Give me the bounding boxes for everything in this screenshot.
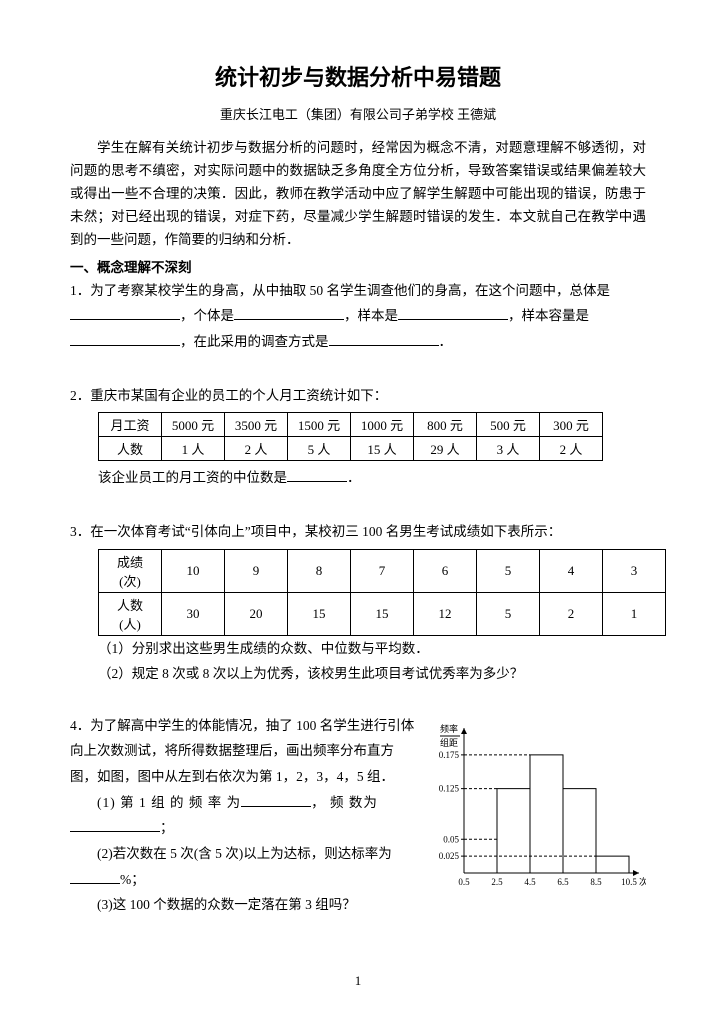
- q4-text: 4．为了解高中学生的体能情况，抽了 100 名学生进行引体向上次数测试，将所得数…: [70, 713, 416, 918]
- cell: 人数: [99, 437, 162, 461]
- cell: 2 人: [540, 437, 603, 461]
- svg-text:0.05: 0.05: [443, 834, 459, 844]
- cell: 2 人: [225, 437, 288, 461]
- svg-text:0.025: 0.025: [439, 851, 460, 861]
- cell: 12: [414, 592, 477, 635]
- page-number: 1: [0, 973, 716, 989]
- cell: 1000 元: [351, 413, 414, 437]
- svg-text:次数: 次数: [639, 876, 646, 887]
- blank: [70, 818, 160, 833]
- q2-table: 月工资 5000 元 3500 元 1500 元 1000 元 800 元 50…: [98, 412, 603, 461]
- blank: [234, 306, 344, 321]
- page-title: 统计初步与数据分析中易错题: [70, 60, 646, 92]
- page: 统计初步与数据分析中易错题 重庆长江电工（集团）有限公司子弟学校 王德斌 学生在…: [0, 0, 716, 1011]
- blank: [329, 331, 439, 346]
- blank: [70, 331, 180, 346]
- q1-text-e: ，在此采用的调查方式是: [180, 334, 329, 349]
- q3-sub1: （1）分别求出这些男生成绩的众数、中位数与平均数．: [98, 636, 646, 662]
- cell: 4: [540, 549, 603, 592]
- cell: 5: [477, 592, 540, 635]
- cell: 1500 元: [288, 413, 351, 437]
- table-row: 人数 1 人 2 人 5 人 15 人 29 人 3 人 2 人: [99, 437, 603, 461]
- q3-table: 成绩(次) 10 9 8 7 6 5 4 3 人数(人) 30 20 15 15…: [98, 549, 666, 636]
- q4-3: (3)这 100 个数据的众数一定落在第 3 组吗？: [70, 892, 416, 918]
- q1-text-b: ，个体是: [180, 308, 234, 323]
- q1-text-f: ．: [439, 334, 453, 349]
- cell: 人数(人): [99, 592, 162, 635]
- svg-text:2.5: 2.5: [491, 877, 503, 887]
- q4-intro: 4．为了解高中学生的体能情况，抽了 100 名学生进行引体向上次数测试，将所得数…: [70, 713, 416, 790]
- svg-text:0.5: 0.5: [458, 877, 470, 887]
- q2-after-b: ．: [347, 470, 361, 485]
- cell: 500 元: [477, 413, 540, 437]
- cell: 成绩(次): [99, 549, 162, 592]
- table-row: 成绩(次) 10 9 8 7 6 5 4 3: [99, 549, 666, 592]
- q4-2b: %；: [120, 872, 145, 887]
- page-subtitle: 重庆长江电工（集团）有限公司子弟学校 王德斌: [70, 104, 646, 123]
- cell: 3: [603, 549, 666, 592]
- cell: 30: [162, 592, 225, 635]
- svg-text:4.5: 4.5: [524, 877, 536, 887]
- cell: 300 元: [540, 413, 603, 437]
- cell: 5000 元: [162, 413, 225, 437]
- cell: 1: [603, 592, 666, 635]
- cell: 20: [225, 592, 288, 635]
- cell: 15: [351, 592, 414, 635]
- q1-text-a: 1．为了考察某校学生的身高，从中抽取 50 名学生调查他们的身高，在这个问题中，…: [70, 283, 610, 298]
- cell: 5 人: [288, 437, 351, 461]
- q4-1a: (1) 第 1 组 的 频 率 为: [97, 795, 241, 810]
- section-1-heading: 一、概念理解不深刻: [70, 256, 646, 276]
- blank: [287, 468, 347, 483]
- cell: 月工资: [99, 413, 162, 437]
- q3-sub2: （2）规定 8 次或 8 次以上为优秀，该校男生此项目考试优秀率为多少？: [98, 661, 646, 687]
- q2-after: 该企业员工的月工资的中位数是 ．: [98, 465, 646, 491]
- blank: [70, 306, 180, 321]
- svg-text:6.5: 6.5: [557, 877, 569, 887]
- cell: 3500 元: [225, 413, 288, 437]
- cell: 2: [540, 592, 603, 635]
- cell: 10: [162, 549, 225, 592]
- svg-text:频率: 频率: [440, 723, 458, 734]
- cell: 29 人: [414, 437, 477, 461]
- blank: [70, 869, 120, 884]
- cell: 800 元: [414, 413, 477, 437]
- question-4: 4．为了解高中学生的体能情况，抽了 100 名学生进行引体向上次数测试，将所得数…: [70, 713, 646, 918]
- question-3-head: 3．在一次体育考试“引体向上”项目中，某校初三 100 名男生考试成绩如下表所示…: [70, 519, 646, 545]
- q1-text-c: ，样本是: [344, 308, 398, 323]
- table-row: 人数(人) 30 20 15 15 12 5 2 1: [99, 592, 666, 635]
- cell: 15 人: [351, 437, 414, 461]
- svg-text:10.5: 10.5: [621, 877, 637, 887]
- table-row: 月工资 5000 元 3500 元 1500 元 1000 元 800 元 50…: [99, 413, 603, 437]
- svg-text:0.175: 0.175: [439, 750, 460, 760]
- q4-2a: (2)若次数在 5 次(含 5 次)以上为达标，则达标率为: [97, 846, 392, 861]
- question-2-head: 2．重庆市某国有企业的员工的个人月工资统计如下：: [70, 383, 646, 409]
- cell: 3 人: [477, 437, 540, 461]
- svg-text:0.125: 0.125: [439, 783, 460, 793]
- cell: 8: [288, 549, 351, 592]
- cell: 1 人: [162, 437, 225, 461]
- q1-text-d: ，样本容量是: [508, 308, 589, 323]
- cell: 5: [477, 549, 540, 592]
- cell: 15: [288, 592, 351, 635]
- q4-1c: ；: [160, 820, 174, 835]
- cell: 7: [351, 549, 414, 592]
- q2-after-a: 该企业员工的月工资的中位数是: [98, 470, 287, 485]
- cell: 9: [225, 549, 288, 592]
- intro-paragraph: 学生在解有关统计初步与数据分析的问题时，经常因为概念不清，对题意理解不够透彻，对…: [70, 137, 646, 252]
- cell: 6: [414, 549, 477, 592]
- svg-text:8.5: 8.5: [590, 877, 602, 887]
- histogram-chart: 频率组距次数 0.025 0.05 0.125 0.175 0.5 2.5 4.5 6.5 8.5…: [416, 713, 646, 903]
- question-1: 1．为了考察某校学生的身高，从中抽取 50 名学生调查他们的身高，在这个问题中，…: [70, 278, 646, 355]
- blank: [241, 792, 311, 807]
- svg-text:组距: 组距: [440, 737, 458, 748]
- blank: [398, 306, 508, 321]
- q4-1b: ， 频 数为: [311, 795, 378, 810]
